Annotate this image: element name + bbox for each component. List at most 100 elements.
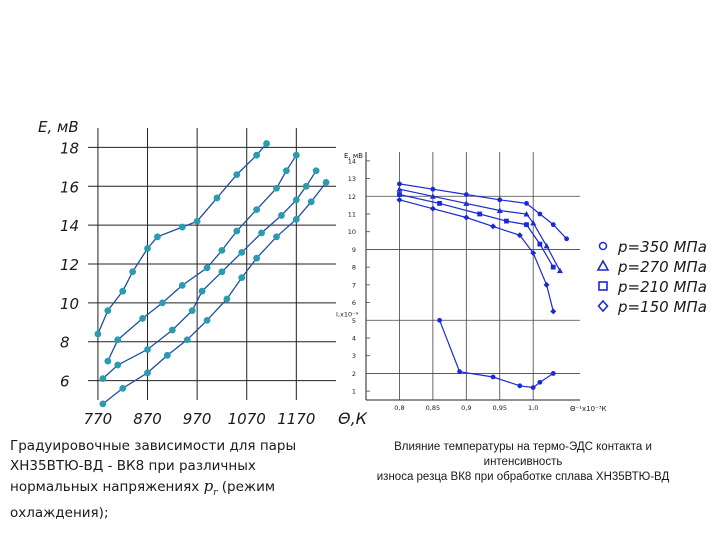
left-point-2-5 [198,287,206,295]
right-point-0-4 [524,200,529,206]
left-point-0-1 [104,307,112,315]
left-point-1-7 [233,227,241,235]
right-y-extra-label: I,x10⁻⁹ [336,310,359,318]
left-point-1-3 [159,299,166,307]
left-y-axis-label: Е, мВ [38,118,79,136]
left-point-2-6 [218,268,226,276]
left-point-2-7 [238,248,246,256]
right-caption-line2: интенсивность [483,456,563,468]
left-point-1-10 [283,167,290,175]
right-series-line-0 [399,183,568,240]
right-point-1-3 [496,207,503,213]
right-y-tick-6: 6 [352,299,356,307]
right-x-tick-0,8: 0,8 [394,404,404,412]
left-point-2-8 [258,229,265,237]
right-point-3-4 [516,232,523,239]
right-x-tick-0,95: 0,95 [493,404,507,412]
right-x-tick-0,9: 0,9 [461,404,471,412]
right-point-2-4 [524,222,529,228]
left-point-0-11 [263,140,270,147]
left-x-tick-970: 970 [183,410,212,428]
left-x-tick-1170: 1170 [277,410,315,428]
left-caption-text: Градуировочные зависимости для пары ХН35… [10,438,297,495]
left-point-0-6 [178,223,186,231]
left-point-2-12 [312,167,320,175]
right-point-1-5 [530,219,537,226]
left-point-1-5 [203,264,211,272]
right-point-2-2 [477,211,483,217]
left-point-3-8 [253,254,261,262]
left-series-line-2 [102,170,317,380]
legend-label-1: p=270 МПа [617,258,707,276]
left-point-0-2 [119,287,127,295]
pressure-symbol: pr [203,477,218,498]
left-point-0-0 [94,330,102,338]
right-y-tick-1: 1 [352,388,356,396]
right-point-1-2 [463,200,470,206]
left-point-2-9 [278,212,285,219]
left-caption: Градуировочные зависимости для пары ХН35… [10,436,340,523]
legend-marker-triangle [596,259,610,271]
right-y-tick-7: 7 [352,281,356,289]
right-x-tick-1,0: 1,0 [528,404,538,412]
right-point-0-2 [463,192,469,197]
left-point-0-10 [253,151,261,159]
right-point-0-5 [537,211,543,217]
right-point-2-3 [504,218,509,224]
right-point-4-3 [517,383,523,389]
right-y-tick-5: 5 [352,317,356,325]
right-point-4-6 [550,371,556,376]
right-y-tick-2: 2 [352,370,356,378]
right-caption-line3: износа резца ВК8 при обработке сплава ХН… [376,471,670,483]
left-y-tick-14: 14 [60,217,79,235]
left-point-1-11 [292,151,300,159]
right-series-line-4 [439,320,554,389]
left-x-tick-1070: 1070 [228,410,266,428]
left-point-0-9 [233,171,241,179]
left-point-1-1 [114,336,122,344]
left-point-2-2 [144,346,151,353]
left-point-0-7 [193,217,201,225]
right-point-3-6 [543,281,550,288]
right-point-0-7 [564,236,570,242]
left-point-1-8 [253,206,261,214]
right-point-2-6 [550,264,556,270]
right-y-tick-10: 10 [348,228,356,236]
left-point-3-3 [163,351,171,359]
right-point-1-1 [429,193,436,199]
left-y-tick-8: 8 [60,334,70,352]
right-y-tick-4: 4 [352,335,356,343]
left-point-3-6 [223,295,231,303]
left-y-tick-12: 12 [60,256,79,274]
left-point-0-5 [154,233,161,241]
right-y-tick-11: 11 [348,211,356,219]
right-point-0-3 [497,197,503,203]
left-x-tick-770: 770 [84,410,113,428]
left-y-tick-18: 18 [60,139,79,157]
left-point-3-5 [203,316,211,324]
right-series-line-1 [399,188,561,271]
left-x-tick-870: 870 [133,410,162,428]
right-y-tick-14: 14 [348,157,356,165]
right-point-4-2 [490,374,496,380]
right-point-1-6 [543,242,550,249]
right-point-1-0 [396,186,403,192]
right-point-1-4 [523,211,530,217]
right-point-3-3 [490,223,497,230]
left-point-3-7 [238,274,246,281]
left-series-line-3 [102,182,327,405]
right-point-3-7 [550,308,557,315]
left-point-1-2 [139,315,146,322]
right-y-axis-label: Е, мВ [344,152,363,160]
right-point-0-6 [550,222,556,228]
legend-label-0: p=350 МПа [617,238,707,256]
right-y-tick-12: 12 [348,193,356,201]
left-point-0-4 [144,245,151,252]
left-point-2-3 [168,326,176,334]
right-point-0-1 [430,186,436,192]
left-y-tick-10: 10 [60,295,79,313]
right-y-tick-3: 3 [352,352,356,360]
left-y-tick-16: 16 [60,178,79,196]
